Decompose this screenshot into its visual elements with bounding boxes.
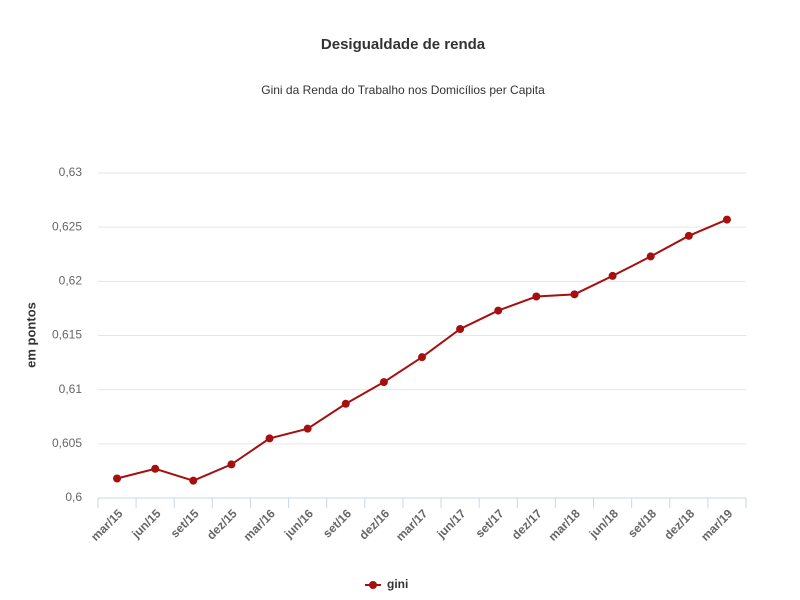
x-tick-label: jun/18 <box>586 506 621 541</box>
y-tick-label: 0,61 <box>59 382 83 396</box>
x-tick-label: set/17 <box>473 506 507 540</box>
x-tick-label: mar/19 <box>698 506 735 543</box>
data-point <box>113 474 122 483</box>
x-tick-label: set/16 <box>320 506 354 540</box>
x-tick-label: dez/16 <box>356 506 392 542</box>
y-axis-title: em pontos <box>23 302 38 368</box>
data-point <box>227 460 236 469</box>
data-point <box>303 424 312 433</box>
x-tick-label: jun/17 <box>433 506 468 541</box>
y-tick-label: 0,615 <box>52 328 82 342</box>
x-tick-label: mar/18 <box>546 506 583 543</box>
x-tick-label: mar/16 <box>241 506 278 543</box>
x-tick-label: dez/18 <box>661 506 697 542</box>
data-point <box>722 215 731 224</box>
x-tick-label: dez/15 <box>204 506 240 542</box>
data-point <box>684 231 693 240</box>
y-tick-label: 0,62 <box>59 274 83 288</box>
data-point <box>418 353 426 362</box>
chart-subtitle: Gini da Renda do Trabalho nos Domicílios… <box>261 83 545 97</box>
x-tick-label: dez/17 <box>509 506 545 542</box>
chart-title: Desigualdade de renda <box>321 36 486 53</box>
data-point <box>151 464 160 473</box>
data-point <box>532 292 541 301</box>
x-tick-label: mar/15 <box>88 506 125 543</box>
x-tick-label: mar/17 <box>393 506 430 543</box>
legend-symbol <box>369 581 377 589</box>
y-tick-label: 0,6 <box>65 490 82 504</box>
data-point <box>456 325 465 333</box>
series-line <box>116 218 728 482</box>
legend-label: gini <box>387 577 408 591</box>
y-tick-label: 0,63 <box>59 165 83 179</box>
data-point <box>608 271 617 280</box>
x-tick-label: set/18 <box>625 506 659 540</box>
data-point <box>646 252 655 261</box>
data-point <box>265 434 274 443</box>
x-tick-label: jun/15 <box>128 506 163 541</box>
data-point <box>189 476 198 485</box>
x-tick-label: jun/16 <box>281 506 316 541</box>
data-point <box>341 399 350 408</box>
x-tick-label: set/15 <box>168 506 202 540</box>
data-point <box>379 378 388 387</box>
y-tick-label: 0,605 <box>52 436 82 450</box>
data-point <box>494 306 503 315</box>
y-tick-label: 0,625 <box>52 219 82 233</box>
data-point <box>570 290 579 299</box>
